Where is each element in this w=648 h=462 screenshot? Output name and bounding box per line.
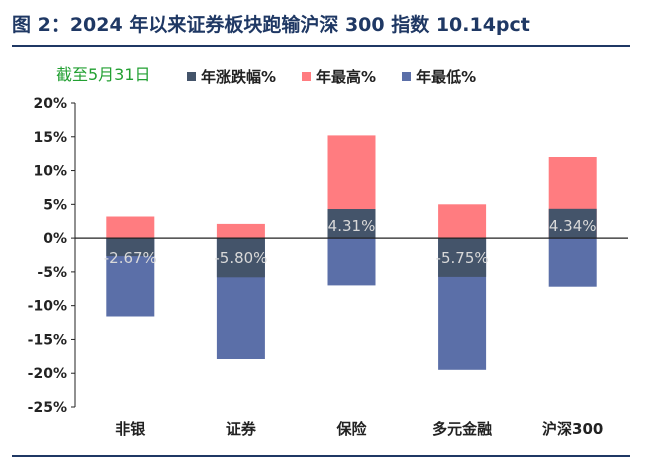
data-label-1: -5.80%: [214, 249, 267, 267]
x-tick-label-4: 沪深300: [542, 420, 603, 438]
legend: 年涨跌幅% 年最高% 年最低%: [187, 66, 502, 87]
y-tick-label-7: -15%: [28, 332, 67, 348]
bar-low-4: [548, 238, 597, 287]
bar-change-2: [327, 209, 376, 239]
bar-high-0: [106, 216, 155, 239]
legend-swatch-high: [302, 72, 312, 81]
bar-change-1: [216, 238, 265, 278]
y-tick-label-0: 20%: [33, 96, 67, 112]
bottom-rule: [12, 455, 630, 457]
legend-swatch-low: [402, 72, 412, 81]
date-note: 截至5月31日: [56, 65, 151, 84]
legend-label-change: 年涨跌幅%: [201, 68, 277, 86]
x-tick-label-2: 保险: [335, 420, 367, 438]
x-tick-label-3: 多元金融: [432, 420, 492, 438]
y-tick-label-1: 15%: [33, 130, 67, 146]
legend-swatch-change: [187, 72, 196, 81]
legend-item-low: 年最低%: [402, 66, 476, 87]
y-tick-label-8: -20%: [28, 366, 67, 382]
y-tick-label-5: -5%: [37, 265, 67, 281]
legend-label-high: 年最高%: [316, 68, 377, 86]
y-tick-label-9: -25%: [28, 400, 67, 416]
data-label-3: -5.75%: [436, 249, 489, 267]
y-tick-label-6: -10%: [28, 299, 67, 315]
bar-low-2: [327, 238, 376, 286]
x-tick-label-1: 证券: [226, 420, 257, 438]
y-tick-label-3: 5%: [43, 197, 67, 213]
bar-high-3: [438, 204, 487, 239]
bar-change-4: [548, 208, 597, 239]
y-tick-label-2: 10%: [33, 164, 67, 180]
chart-title: 图 2：2024 年以来证券板块跑输沪深 300 指数 10.14pct: [12, 14, 530, 36]
x-tick-label-0: 非银: [115, 420, 146, 438]
data-label-2: 4.31%: [328, 217, 376, 235]
y-tick-label-4: 0%: [43, 231, 67, 247]
bar-change-3: [438, 238, 487, 277]
legend-item-change: 年涨跌幅%: [187, 66, 276, 87]
bar-high-1: [216, 223, 265, 239]
title-rule: [12, 45, 630, 47]
data-label-4: 4.34%: [549, 217, 597, 235]
legend-item-high: 年最高%: [302, 66, 376, 87]
legend-label-low: 年最低%: [416, 68, 477, 86]
bar-change-0: [106, 238, 155, 257]
data-label-0: -2.67%: [104, 249, 157, 267]
